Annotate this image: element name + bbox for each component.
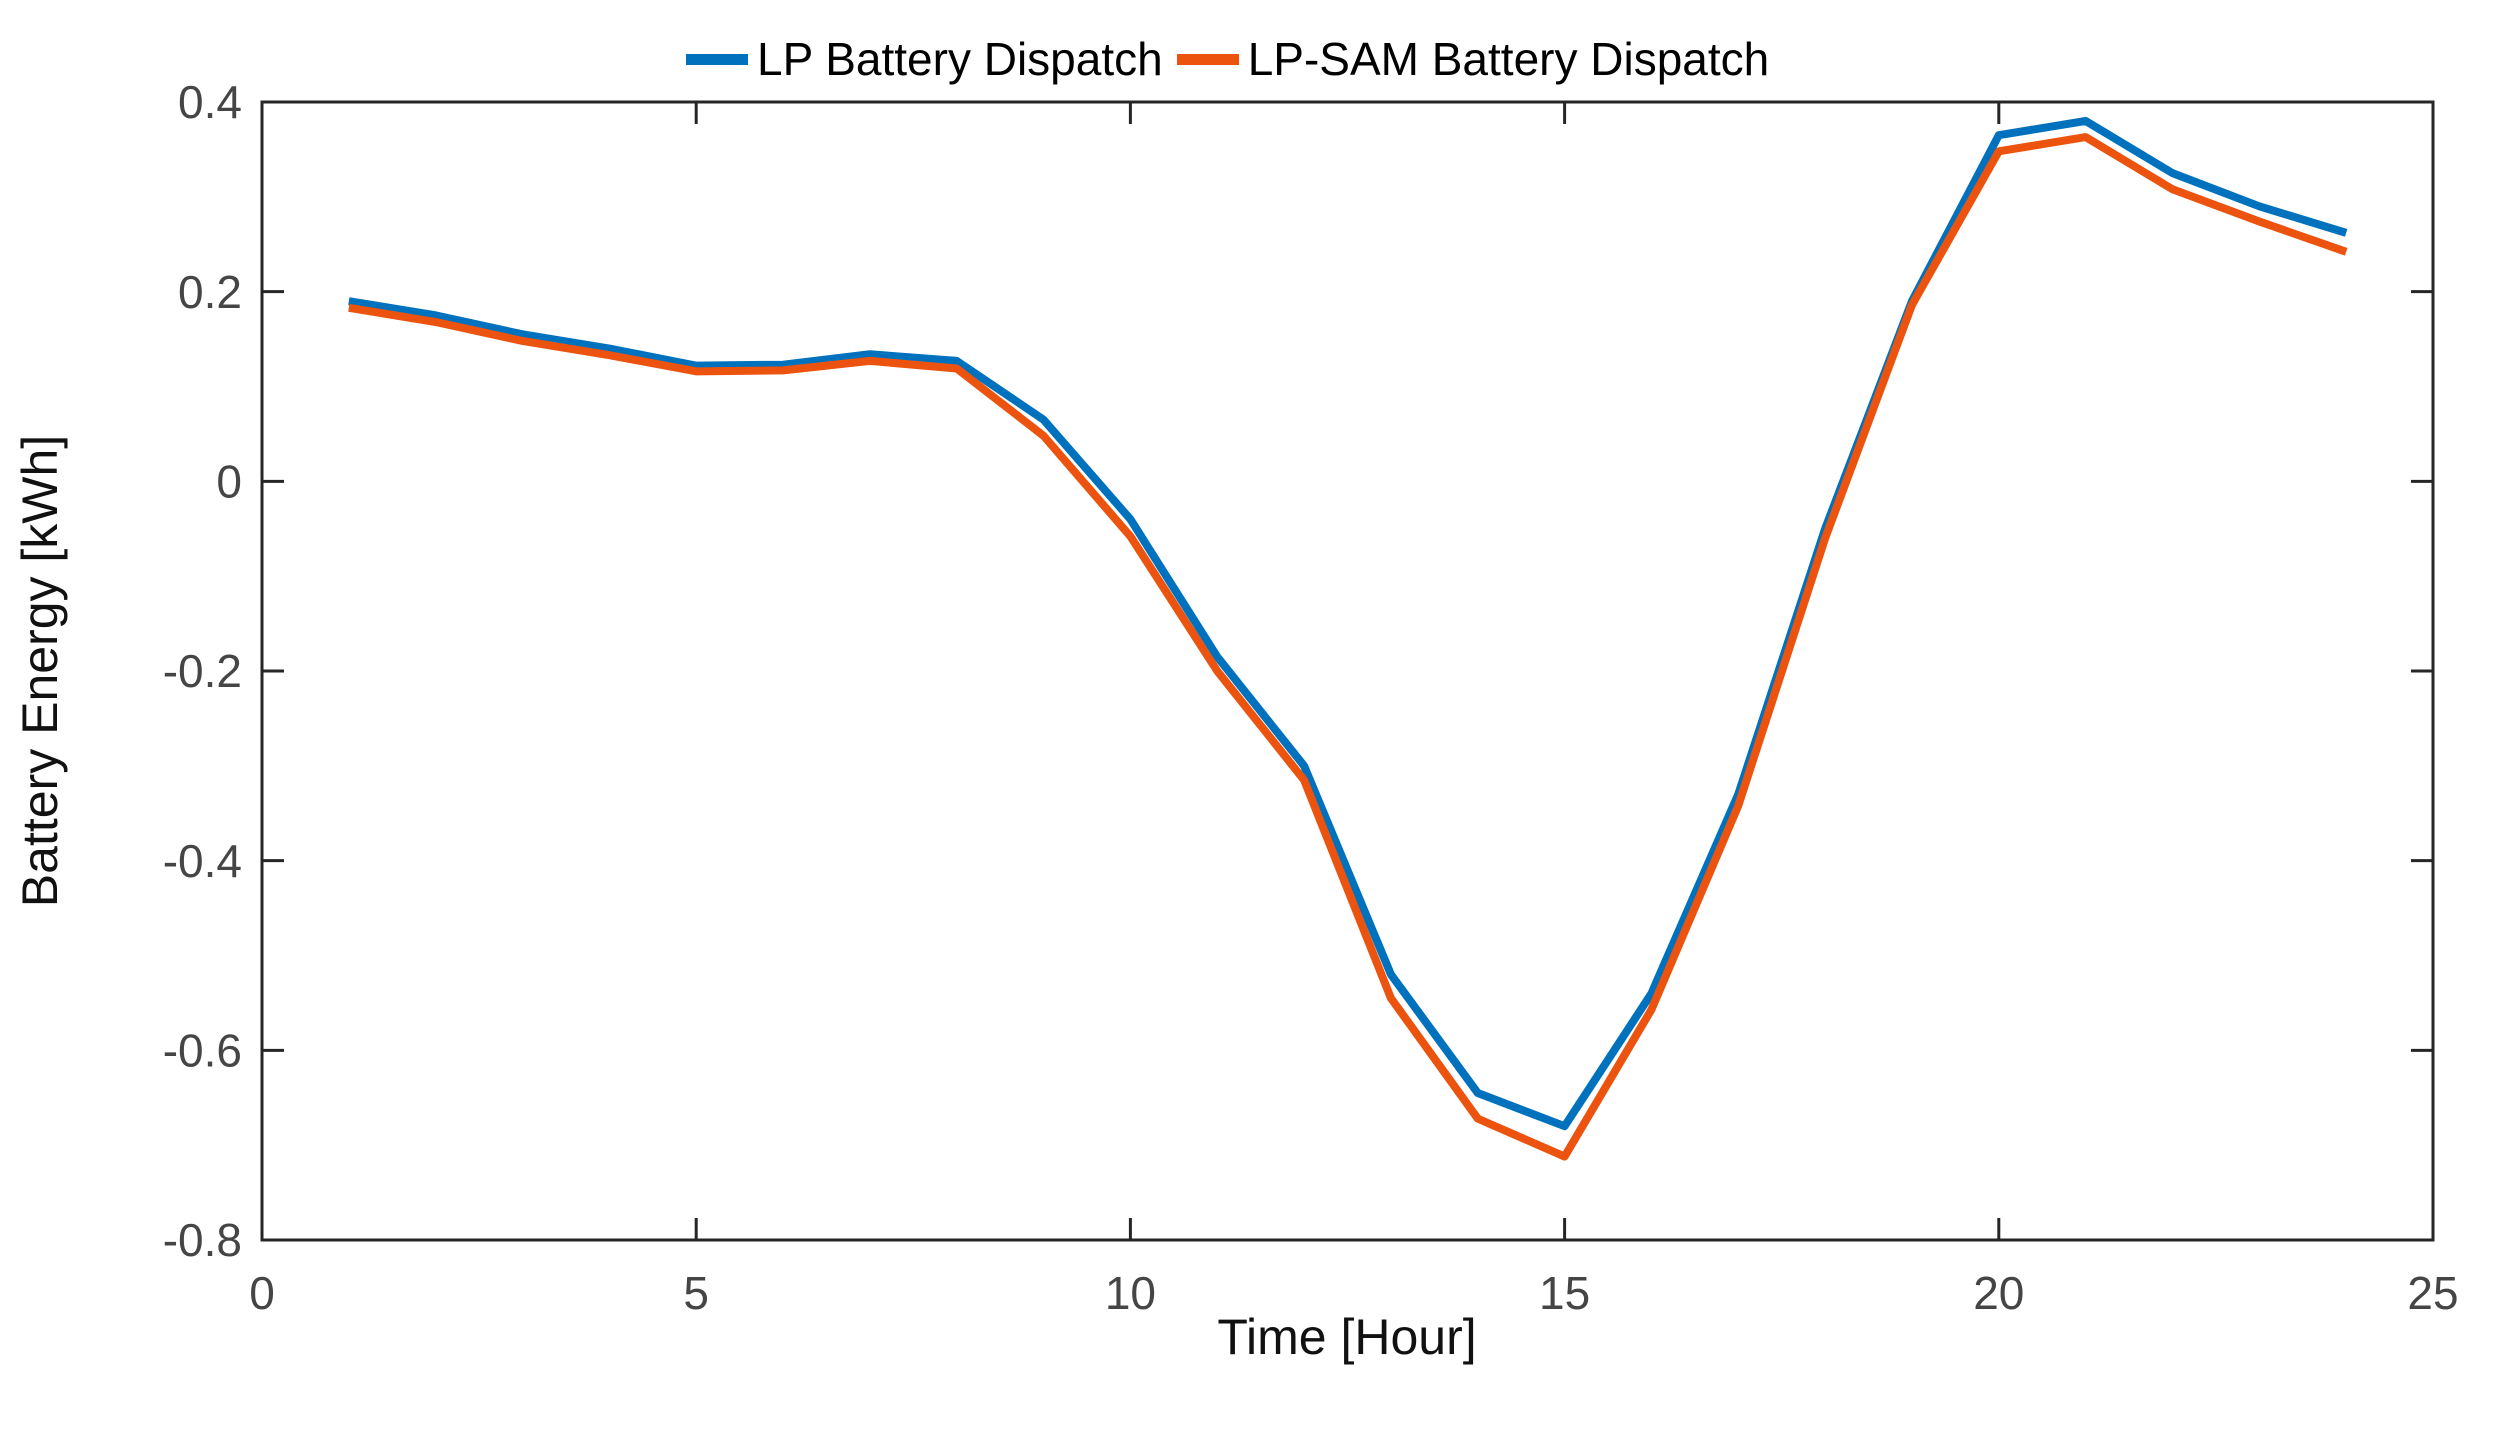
- x-tick-label: 15: [1539, 1267, 1590, 1319]
- legend-item-lp: LP Battery Dispatch: [686, 32, 1163, 86]
- y-tick-label: 0: [216, 455, 242, 507]
- x-tick-label: 0: [249, 1267, 275, 1319]
- lp-sam-legend-label: LP-SAM Battery Dispatch: [1247, 33, 1770, 85]
- x-tick-label: 10: [1105, 1267, 1156, 1319]
- y-tick-label: -0.6: [163, 1024, 242, 1076]
- x-tick-label: 5: [683, 1267, 709, 1319]
- lp-legend-label: LP Battery Dispatch: [757, 33, 1163, 85]
- y-tick-label: 0.4: [178, 76, 242, 128]
- x-axis-label: Time [Hour]: [1217, 1309, 1477, 1365]
- y-axis-label: Battery Energy [kWh]: [12, 434, 68, 908]
- series-line-lp-sam: [348, 133, 2348, 1161]
- y-tick-label: 0.2: [178, 266, 242, 318]
- x-tick-label: 25: [2407, 1267, 2458, 1319]
- series-line-lp: [348, 116, 2348, 1131]
- legend: LP Battery Dispatch LP-SAM Battery Dispa…: [686, 32, 1769, 86]
- lp-sam-line-swatch: [1176, 53, 1239, 65]
- lp-line-swatch: [686, 53, 748, 65]
- y-tick-label: -0.2: [163, 645, 242, 697]
- x-tick-label: 20: [1973, 1267, 2024, 1319]
- legend-item-lp-sam: LP-SAM Battery Dispatch: [1176, 32, 1770, 86]
- y-tick-label: -0.8: [163, 1214, 242, 1266]
- y-tick-label: -0.4: [163, 835, 242, 887]
- plot-box: [260, 100, 2435, 1242]
